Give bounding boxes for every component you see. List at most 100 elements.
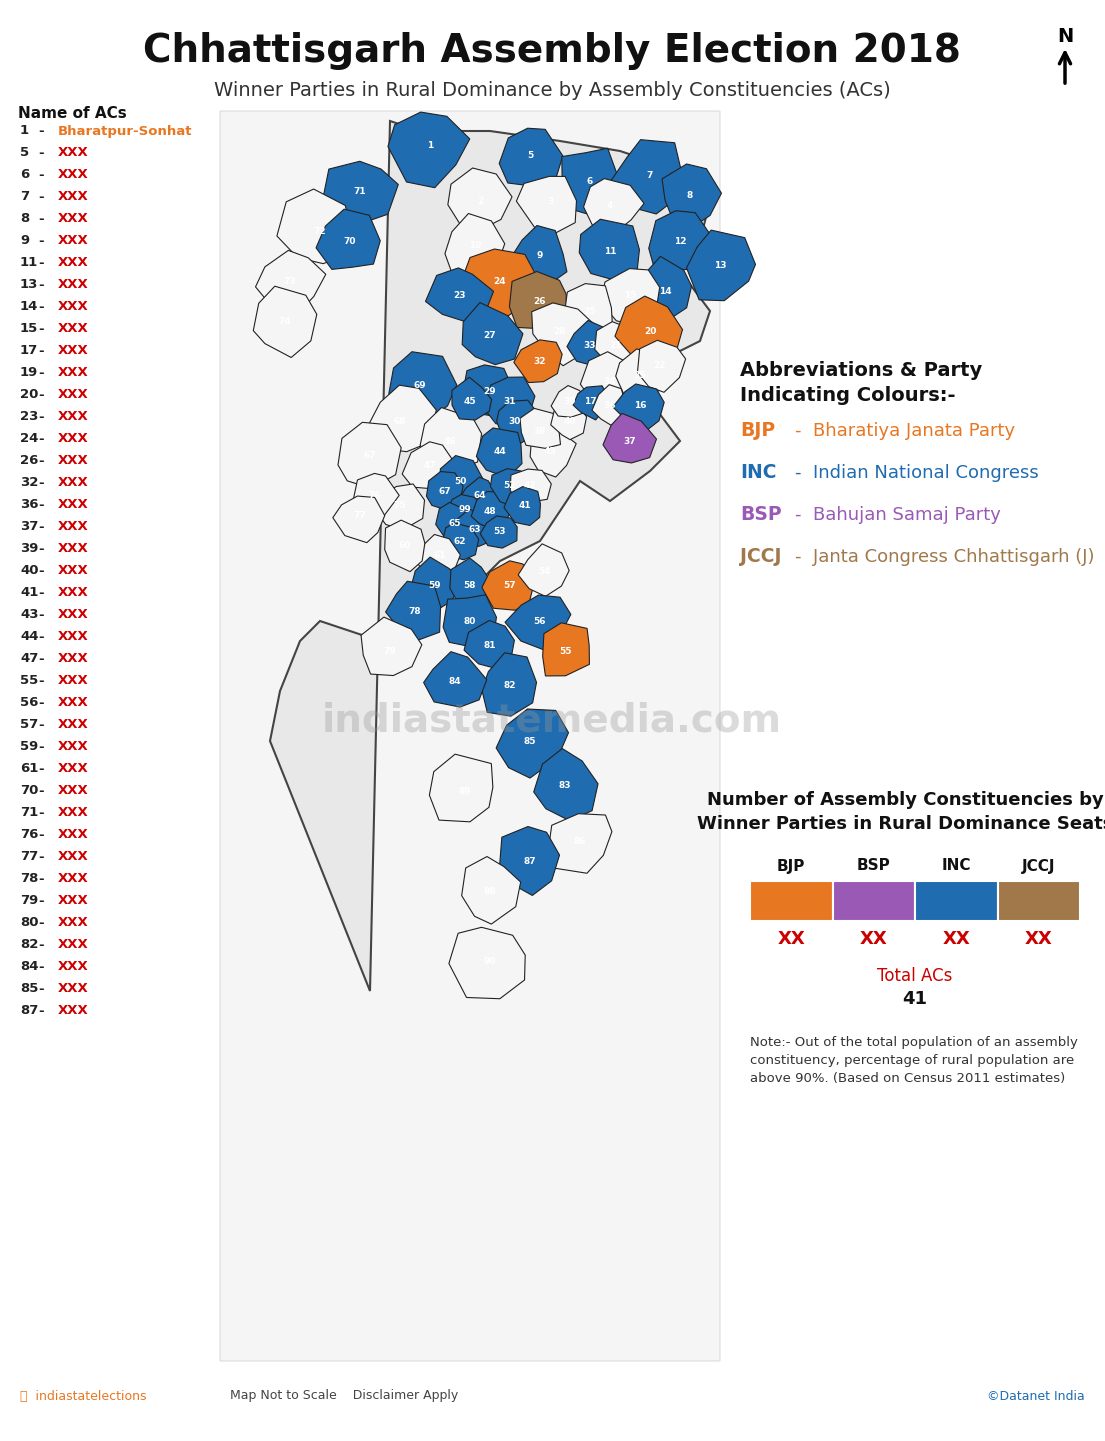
Text: 76: 76 (369, 491, 381, 500)
Text: 14: 14 (20, 301, 39, 314)
Polygon shape (368, 385, 436, 451)
Polygon shape (481, 516, 517, 548)
Polygon shape (580, 352, 632, 406)
Text: -: - (38, 850, 43, 863)
Text: Number of Assembly Constituencies by
Winner Parties in Rural Dominance Seats: Number of Assembly Constituencies by Win… (697, 791, 1105, 833)
Text: 11: 11 (20, 256, 39, 269)
Text: 11: 11 (603, 246, 617, 255)
Text: 47: 47 (20, 653, 39, 666)
Polygon shape (649, 210, 709, 271)
Text: 17: 17 (20, 344, 39, 357)
Polygon shape (499, 128, 562, 187)
Text: 90: 90 (484, 957, 496, 965)
Text: XXX: XXX (57, 762, 88, 775)
Text: 32: 32 (534, 356, 546, 366)
Polygon shape (551, 386, 590, 418)
Polygon shape (456, 509, 494, 546)
Polygon shape (496, 709, 568, 778)
Bar (750, 880, 832, 921)
Polygon shape (573, 386, 609, 419)
Text: XXX: XXX (57, 542, 88, 555)
Text: 5: 5 (527, 151, 533, 160)
Text: 80: 80 (464, 617, 476, 625)
Text: 77: 77 (354, 512, 367, 520)
Polygon shape (543, 623, 589, 676)
Polygon shape (388, 112, 470, 187)
Text: 50: 50 (454, 477, 466, 486)
Polygon shape (450, 558, 493, 608)
Text: XXX: XXX (57, 872, 88, 886)
Text: XXX: XXX (57, 586, 88, 599)
Text: Chhattisgarh Assembly Election 2018: Chhattisgarh Assembly Election 2018 (143, 32, 961, 71)
Text: 84: 84 (20, 961, 39, 974)
Text: XXX: XXX (57, 674, 88, 687)
Text: XXX: XXX (57, 301, 88, 314)
Text: XXX: XXX (57, 719, 88, 732)
Text: 26: 26 (534, 297, 546, 305)
Text: 6: 6 (20, 169, 29, 182)
Text: -: - (38, 278, 43, 291)
Polygon shape (385, 520, 424, 572)
Text: XX: XX (778, 929, 806, 948)
Text: 26: 26 (20, 454, 39, 467)
Text: XXX: XXX (57, 190, 88, 203)
Text: 13: 13 (20, 278, 39, 291)
Polygon shape (354, 474, 399, 520)
Text: XXX: XXX (57, 344, 88, 357)
Text: 25: 25 (583, 307, 597, 316)
Text: XXX: XXX (57, 520, 88, 533)
Text: 23: 23 (20, 411, 39, 424)
Text: BSP: BSP (740, 506, 781, 525)
Text: 73: 73 (284, 277, 296, 285)
Text: BJP: BJP (740, 422, 775, 441)
Text: 23: 23 (454, 291, 466, 301)
Text: 8: 8 (687, 192, 693, 200)
Text: 41: 41 (20, 586, 39, 599)
Text: 22: 22 (654, 362, 666, 370)
Text: 8: 8 (20, 212, 29, 225)
Text: 78: 78 (409, 607, 421, 615)
Text: -: - (38, 520, 43, 533)
Text: -: - (38, 983, 43, 996)
Text: XXX: XXX (57, 256, 88, 269)
Text: XXX: XXX (57, 938, 88, 951)
Text: 67: 67 (364, 451, 377, 461)
Text: XXX: XXX (57, 278, 88, 291)
Polygon shape (435, 503, 473, 540)
Text: 34: 34 (603, 376, 617, 386)
Text: 71: 71 (20, 807, 39, 820)
Text: 7: 7 (646, 171, 653, 180)
Text: -: - (38, 235, 43, 248)
Text: 64: 64 (474, 491, 486, 500)
Text: 89: 89 (459, 787, 472, 795)
Text: 4: 4 (607, 202, 613, 210)
Text: 44: 44 (20, 631, 39, 644)
Text: 1: 1 (427, 141, 433, 150)
Text: 36: 36 (603, 402, 617, 411)
Bar (832, 880, 915, 921)
Text: XXX: XXX (57, 829, 88, 842)
Text: 10: 10 (469, 242, 481, 251)
Text: 16: 16 (634, 402, 646, 411)
Text: 13: 13 (714, 261, 726, 271)
Text: Name of ACs: Name of ACs (18, 105, 127, 121)
Text: 56: 56 (534, 617, 546, 625)
Text: 55: 55 (559, 647, 571, 656)
Polygon shape (389, 352, 456, 422)
Polygon shape (323, 161, 398, 222)
Text: 19: 19 (20, 366, 39, 379)
Text: XX: XX (943, 929, 970, 948)
Polygon shape (376, 484, 424, 530)
Text: Note:- Out of the total population of an assembly
constituency, percentage of ru: Note:- Out of the total population of an… (750, 1036, 1077, 1085)
Text: 43: 43 (20, 608, 39, 621)
Polygon shape (423, 651, 487, 708)
Text: -: - (38, 124, 43, 137)
Polygon shape (255, 251, 326, 317)
Text: 77: 77 (20, 850, 39, 863)
Polygon shape (496, 401, 539, 444)
Text: -: - (38, 389, 43, 402)
Text: 59: 59 (429, 582, 441, 591)
Text: 61: 61 (434, 552, 446, 561)
Text: XXX: XXX (57, 1004, 88, 1017)
Text: -: - (38, 895, 43, 908)
